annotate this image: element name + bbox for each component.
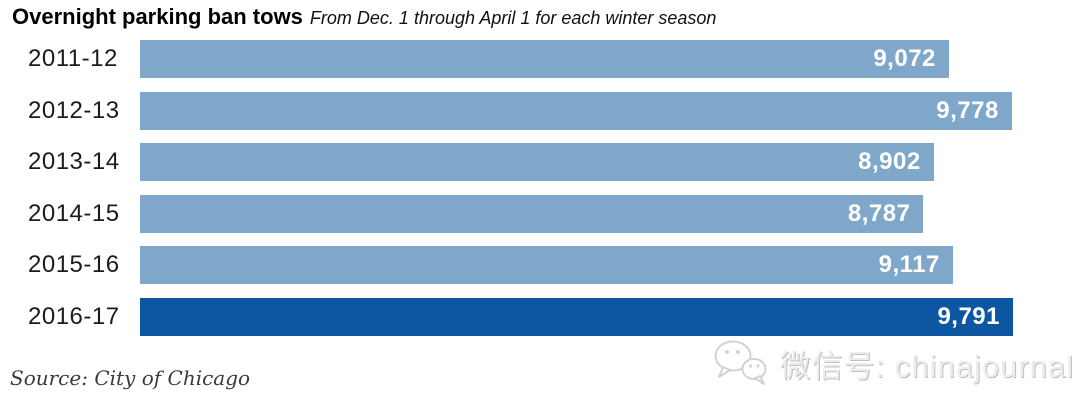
bar-track: 9,791 [140, 297, 1013, 336]
value-label: 8,787 [847, 199, 911, 227]
bar-row: 2016-17 9,791 [0, 297, 1080, 336]
bar-track: 8,787 [140, 194, 1013, 233]
category-label: 2012-13 [28, 96, 120, 124]
bar-track: 8,902 [140, 143, 1013, 181]
value-label: 8,902 [858, 148, 921, 175]
category-label: 2014-15 [28, 199, 120, 227]
bar-row: 2014-15 8,787 [0, 194, 1080, 233]
bar-chart: 2011-12 9,072 2012-13 9,778 2013-14 8,90… [0, 40, 1080, 349]
source-note: Source: City of Chicago [10, 366, 251, 390]
chart-header: Overnight parking ban tows From Dec. 1 th… [12, 4, 716, 30]
category-label: 2013-14 [28, 148, 120, 175]
value-label: 9,117 [878, 251, 940, 278]
bar: 8,787 [140, 194, 924, 233]
value-label: 9,778 [936, 96, 999, 124]
category-label: 2016-17 [28, 302, 120, 330]
bar-track: 9,778 [140, 91, 1013, 130]
bar: 9,117 [140, 246, 953, 284]
chart-title: Overnight parking ban tows [12, 4, 303, 29]
bar-row: 2013-14 8,902 [0, 143, 1080, 181]
chart-subtitle: From Dec. 1 through April 1 for each win… [309, 8, 717, 28]
bar-track: 9,072 [140, 40, 1013, 78]
bar-track: 9,117 [140, 246, 1013, 284]
bar-row: 2015-16 9,117 [0, 246, 1080, 284]
bar: 9,791 [140, 297, 1013, 336]
bar: 9,778 [140, 91, 1012, 130]
bar: 8,902 [140, 143, 934, 181]
value-label: 9,791 [937, 302, 1000, 330]
category-label: 2015-16 [28, 251, 120, 278]
value-label: 9,072 [873, 45, 936, 72]
bar: 9,072 [140, 40, 949, 78]
bar-row: 2012-13 9,778 [0, 91, 1080, 130]
category-label: 2011-12 [28, 45, 118, 72]
bar-row: 2011-12 9,072 [0, 40, 1080, 78]
